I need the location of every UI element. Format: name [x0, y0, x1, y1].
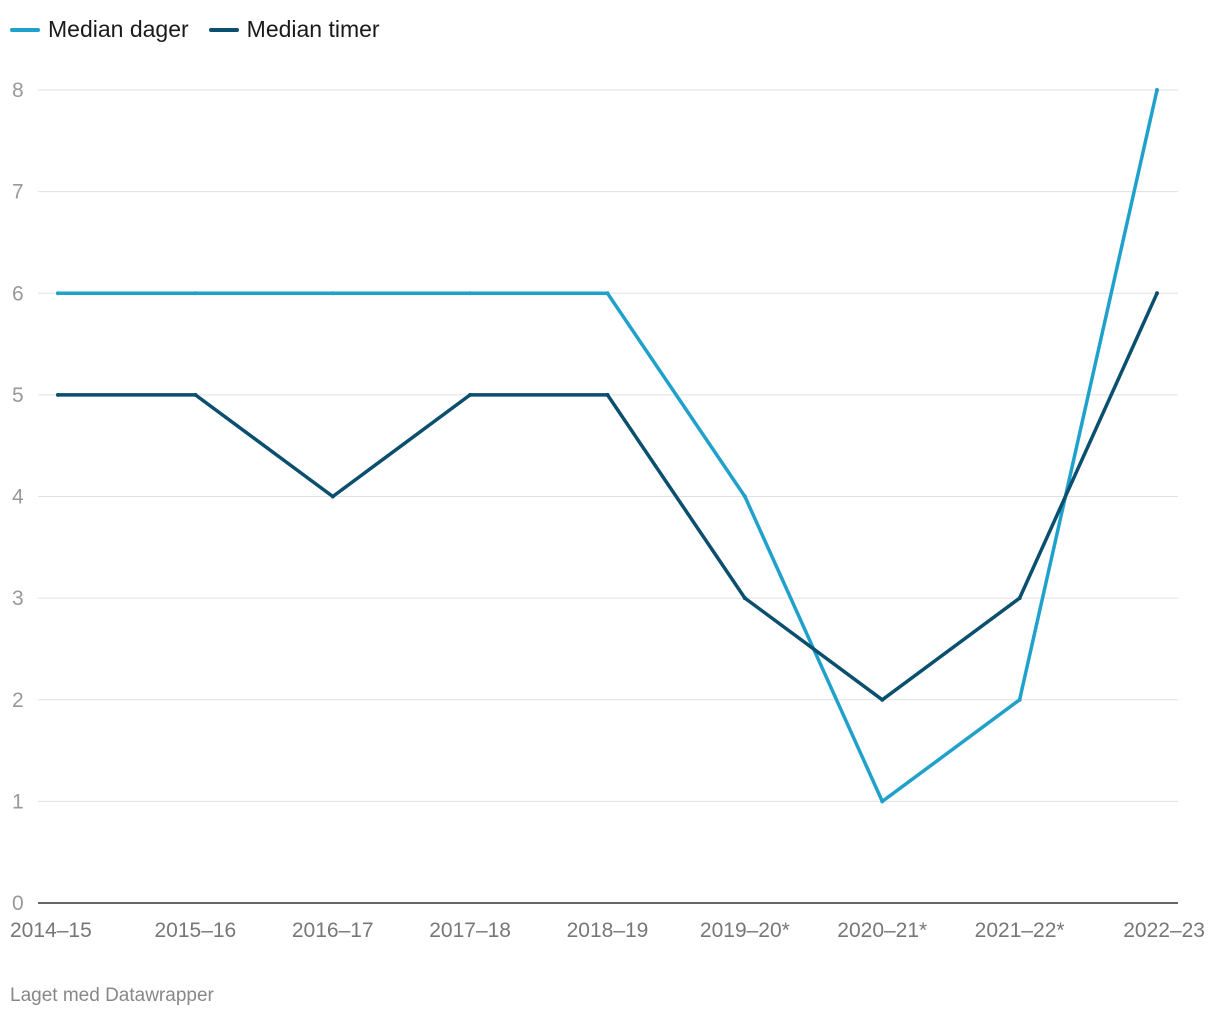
data-point-median-dager-2: [330, 291, 335, 296]
legend-swatch-median-dager: [10, 27, 40, 32]
data-point-median-timer-7: [1017, 596, 1022, 601]
data-point-median-timer-0: [56, 392, 60, 397]
x-tick-label-3: 2017–18: [429, 919, 511, 942]
x-tick-label-6: 2020–21*: [837, 919, 927, 942]
data-point-median-timer-1: [193, 392, 198, 397]
x-tick-label-2: 2016–17: [292, 919, 374, 942]
data-point-median-dager-4: [605, 291, 610, 296]
y-tick-label-5: 5: [12, 384, 24, 407]
x-tick-label-1: 2015–16: [154, 919, 236, 942]
data-point-median-timer-8: [1155, 291, 1159, 296]
data-point-median-dager-3: [468, 291, 473, 296]
data-point-median-timer-3: [468, 392, 473, 397]
data-point-median-dager-1: [193, 291, 198, 296]
data-point-median-dager-0: [56, 291, 60, 296]
y-tick-label-7: 7: [12, 181, 24, 204]
y-tick-label-8: 8: [12, 79, 24, 102]
data-point-median-timer-6: [880, 697, 885, 702]
y-tick-label-3: 3: [12, 587, 24, 610]
x-tick-label-4: 2018–19: [567, 919, 649, 942]
data-point-median-dager-6: [880, 799, 885, 804]
legend-item-median-timer: Median timer: [208, 16, 380, 43]
data-point-median-dager-7: [1017, 697, 1022, 702]
x-tick-label-8: 2022–23: [1123, 919, 1205, 942]
legend: Median dager Median timer: [10, 16, 380, 43]
x-axis: 2014–15 2015–16 2016–17 2017–18 2018–19 2019–…: [10, 919, 1205, 942]
data-point-median-dager-5: [742, 494, 747, 499]
legend-label-median-timer: Median timer: [246, 16, 380, 42]
y-tick-label-6: 6: [12, 282, 24, 305]
y-tick-label-0: 0: [12, 892, 24, 915]
y-tick-label-4: 4: [12, 486, 24, 509]
y-tick-label-1: 1: [12, 790, 24, 813]
series-line-median-dager: [56, 88, 1159, 804]
credit-text: Laget med Datawrapper: [10, 985, 214, 1006]
legend-label-median-dager: Median dager: [48, 16, 189, 42]
x-tick-label-0: 2014–15: [10, 919, 92, 942]
x-tick-label-5: 2019–20*: [700, 919, 790, 942]
data-point-median-timer-4: [605, 392, 610, 397]
x-tick-label-7: 2021–22*: [975, 919, 1065, 942]
legend-swatch-median-timer: [208, 27, 239, 32]
y-tick-label-2: 2: [12, 689, 24, 712]
data-point-median-timer-5: [742, 596, 747, 601]
y-axis: 0 1 2 3 4 5 6 7 8: [12, 79, 24, 915]
series-layer: [56, 88, 1159, 804]
data-point-median-dager-8: [1155, 88, 1159, 92]
data-point-median-timer-2: [330, 494, 335, 499]
grid-layer: [38, 89, 1178, 904]
legend-item-median-dager: Median dager: [10, 16, 189, 43]
